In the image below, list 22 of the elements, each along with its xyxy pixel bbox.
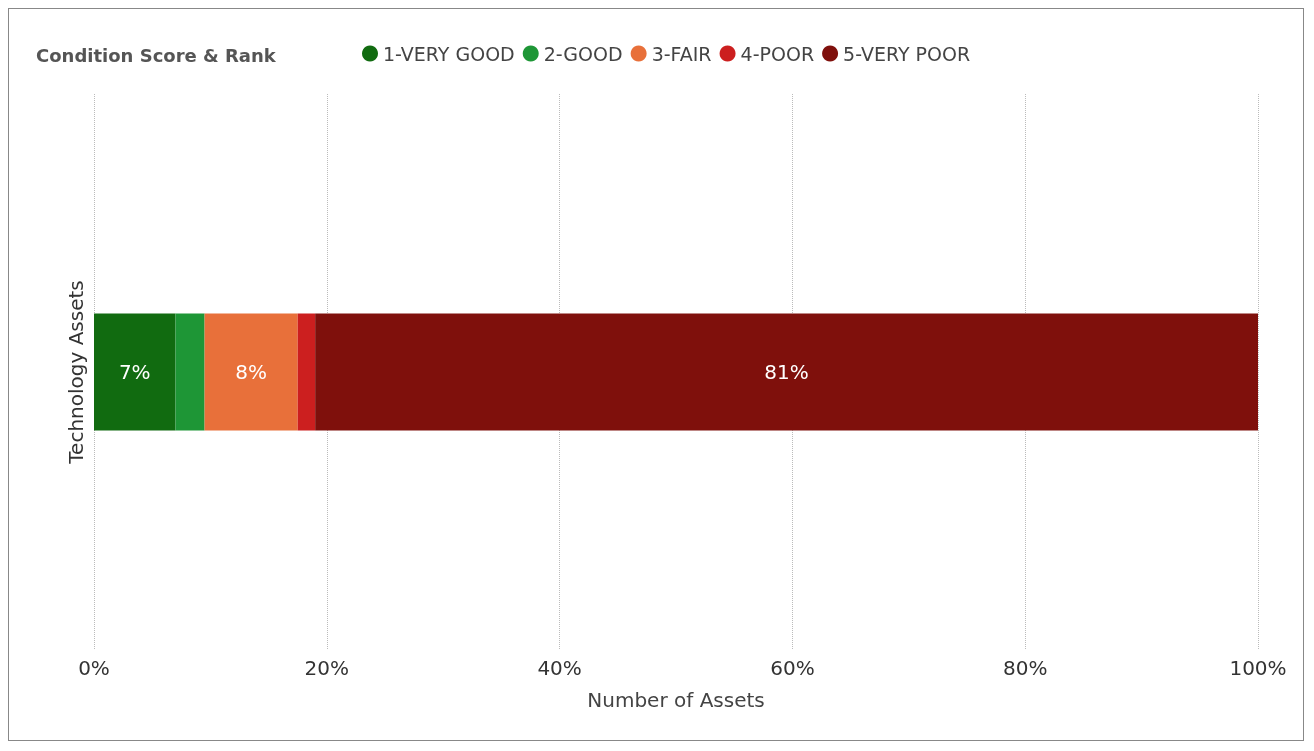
legend-label: 3-FAIR xyxy=(651,42,712,65)
x-tick-label: 60% xyxy=(770,656,815,680)
bar xyxy=(297,313,316,431)
bar xyxy=(204,313,298,431)
data-label: 81% xyxy=(764,360,809,384)
legend-label: 1-VERY GOOD xyxy=(383,42,515,65)
legend-label: 5-VERY POOR xyxy=(843,42,971,65)
data-label: 7% xyxy=(118,360,151,384)
legend-title: Condition Score & Rank xyxy=(36,44,277,66)
legend-label: 2-GOOD xyxy=(543,42,623,65)
x-tick-label: 0% xyxy=(78,656,110,680)
bar xyxy=(94,313,176,431)
data-label: 8% xyxy=(235,360,268,384)
x-tick-label: 80% xyxy=(1002,656,1048,680)
bar xyxy=(315,313,1258,431)
x-tick-label: 40% xyxy=(537,656,582,680)
x-axis-title: Number of Assets xyxy=(587,688,765,712)
y-tick-label: Technology Assets xyxy=(64,280,88,465)
x-tick-label: 100% xyxy=(1229,656,1287,680)
legend-label: 4-POOR xyxy=(740,42,815,65)
bar xyxy=(175,313,205,431)
x-tick-label: 20% xyxy=(304,656,350,680)
